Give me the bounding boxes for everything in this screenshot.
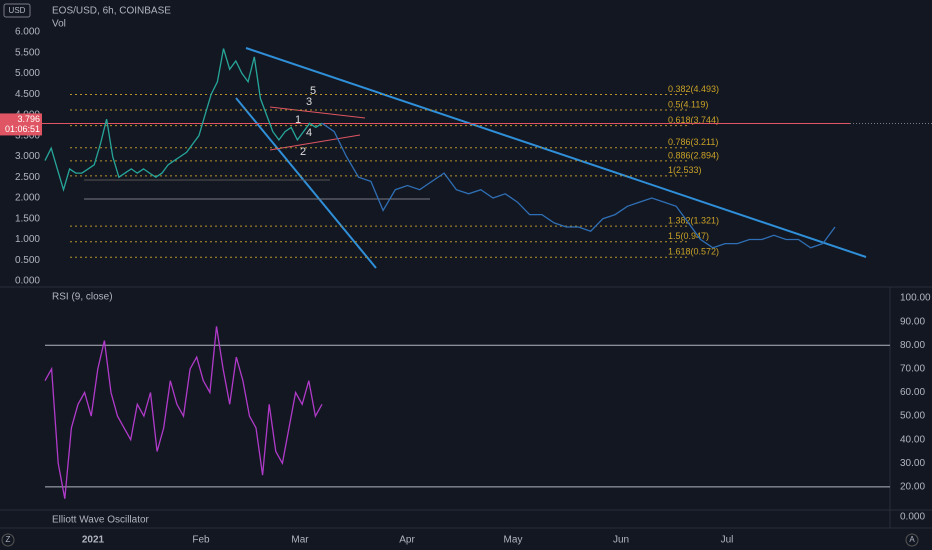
button-label: Z bbox=[6, 535, 11, 544]
rsi-tick-label: 70.00 bbox=[900, 364, 925, 375]
price-tick-label: 4.500 bbox=[15, 89, 40, 100]
wedge-line[interactable] bbox=[269, 106, 366, 119]
price-tick-label: 3.000 bbox=[15, 151, 40, 162]
price-tick-label: 0.500 bbox=[15, 255, 40, 266]
price-tick-label: 2.500 bbox=[15, 172, 40, 183]
time-label: Feb bbox=[192, 535, 210, 546]
fib-label: 0.618(3.744) bbox=[668, 115, 719, 125]
wave-label: 2 bbox=[300, 146, 306, 158]
price-tick-label: 5.500 bbox=[15, 47, 40, 58]
fib-label: 1.382(1.321) bbox=[668, 216, 719, 226]
fib-label: 1.5(0.947) bbox=[668, 231, 709, 241]
symbol: EOS/USD, 6h, COINBASE bbox=[52, 6, 171, 17]
price-tick-label: 6.000 bbox=[15, 27, 40, 38]
rsi-tick-label: 60.00 bbox=[900, 387, 925, 398]
rsi-line bbox=[44, 326, 323, 499]
trend-line[interactable] bbox=[245, 47, 867, 258]
fib-label: 0.786(3.211) bbox=[668, 137, 718, 147]
time-label: Jul bbox=[721, 535, 734, 546]
volume-label: Vol bbox=[52, 19, 66, 30]
wave-label: 5 bbox=[310, 85, 316, 97]
rsi-tick-label: 80.00 bbox=[900, 340, 925, 351]
fib-label: 1(2.533) bbox=[668, 165, 702, 175]
button[interactable] bbox=[1, 533, 15, 547]
time-label: Mar bbox=[291, 535, 309, 546]
countdown: 01:06:51 bbox=[5, 124, 40, 134]
rsi-tick-label: 20.00 bbox=[900, 482, 925, 493]
time-label: May bbox=[504, 535, 523, 546]
time-label: Apr bbox=[399, 535, 415, 546]
time-label: Jun bbox=[613, 535, 629, 546]
rsi-tick-label: 90.00 bbox=[900, 316, 925, 327]
fib-label: 1.618(0.572) bbox=[668, 247, 719, 257]
rsi-title: RSI (9, close) bbox=[52, 292, 113, 303]
rsi-tick-label: 30.00 bbox=[900, 458, 925, 469]
time-label: 2021 bbox=[82, 535, 105, 546]
fib-label: 0.886(2.894) bbox=[668, 150, 719, 160]
button-label: A bbox=[909, 535, 915, 544]
projection-line bbox=[321, 122, 836, 249]
fib-label: 0.5(4.119) bbox=[668, 99, 708, 109]
price-tick-label: 0.000 bbox=[15, 276, 40, 287]
wave-label: 1 bbox=[295, 114, 301, 126]
last-price: 3.796 bbox=[17, 114, 40, 124]
trend-line[interactable] bbox=[235, 97, 377, 269]
price-tick-label: 2.000 bbox=[15, 193, 40, 204]
price-tick-label: 3.500 bbox=[15, 130, 40, 141]
button[interactable] bbox=[905, 533, 919, 547]
price-tick-label: 1.000 bbox=[15, 234, 40, 245]
oscillator-title: Elliott Wave Oscillator bbox=[52, 515, 150, 526]
currency: USD bbox=[9, 6, 26, 15]
currency-badge[interactable] bbox=[3, 3, 31, 18]
last-price-badge bbox=[0, 113, 42, 136]
rsi-tick-label: 100.00 bbox=[900, 293, 931, 304]
rsi-tick-label: 40.00 bbox=[900, 434, 925, 445]
price-line bbox=[44, 48, 323, 192]
wave-label: 3 bbox=[306, 96, 312, 108]
price-tick-label: 5.000 bbox=[15, 68, 40, 79]
fib-label: 0.382(4.493) bbox=[668, 84, 719, 94]
oscillator-tick-label: 0.000 bbox=[900, 512, 925, 523]
rsi-tick-label: 50.00 bbox=[900, 411, 925, 422]
price-tick-label: 1.500 bbox=[15, 213, 40, 224]
wave-label: 4 bbox=[306, 127, 312, 139]
